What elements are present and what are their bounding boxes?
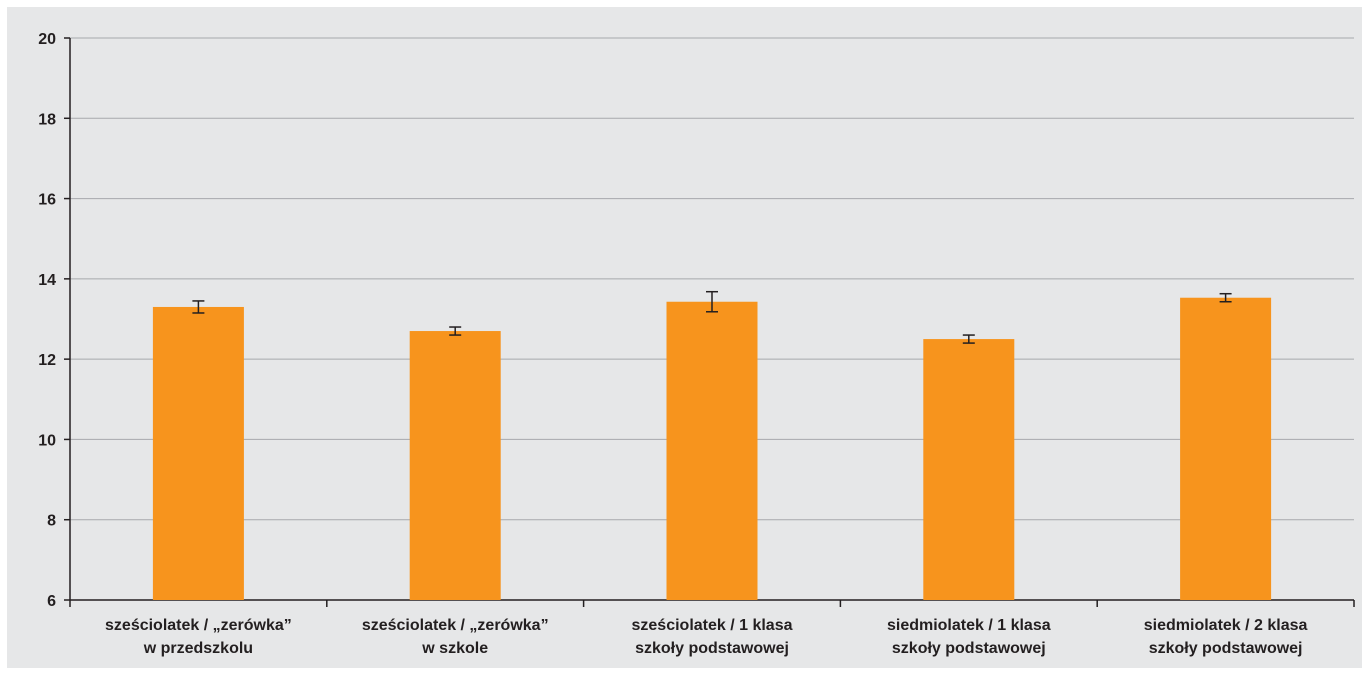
y-tick-label: 6: [47, 593, 56, 610]
y-tick-label: 8: [47, 513, 56, 530]
x-category-label: szkoły podstawowej: [635, 640, 789, 657]
x-category-label: siedmiolatek / 2 klasa: [1144, 617, 1308, 634]
bar: [1180, 297, 1272, 600]
bar: [666, 301, 758, 600]
y-tick-label: 10: [38, 432, 56, 449]
x-category-label: sześciolatek / „zerówka”: [362, 617, 549, 634]
bar: [152, 306, 244, 600]
y-tick-label: 18: [38, 111, 56, 128]
x-category-label: sześciolatek / 1 klasa: [632, 617, 793, 634]
x-category-label: w przedszkolu: [143, 640, 253, 657]
x-category-label: w szkole: [421, 640, 488, 657]
x-category-label: siedmiolatek / 1 klasa: [887, 617, 1051, 634]
y-tick-label: 14: [38, 272, 56, 289]
y-tick-label: 20: [38, 31, 56, 48]
x-category-label: szkoły podstawowej: [892, 640, 1046, 657]
y-tick-label: 16: [38, 192, 56, 209]
x-category-label: szkoły podstawowej: [1149, 640, 1303, 657]
bar: [923, 339, 1015, 600]
bar: [409, 331, 501, 600]
y-tick-label: 12: [38, 352, 56, 369]
x-category-label: sześciolatek / „zerówka”: [105, 617, 292, 634]
